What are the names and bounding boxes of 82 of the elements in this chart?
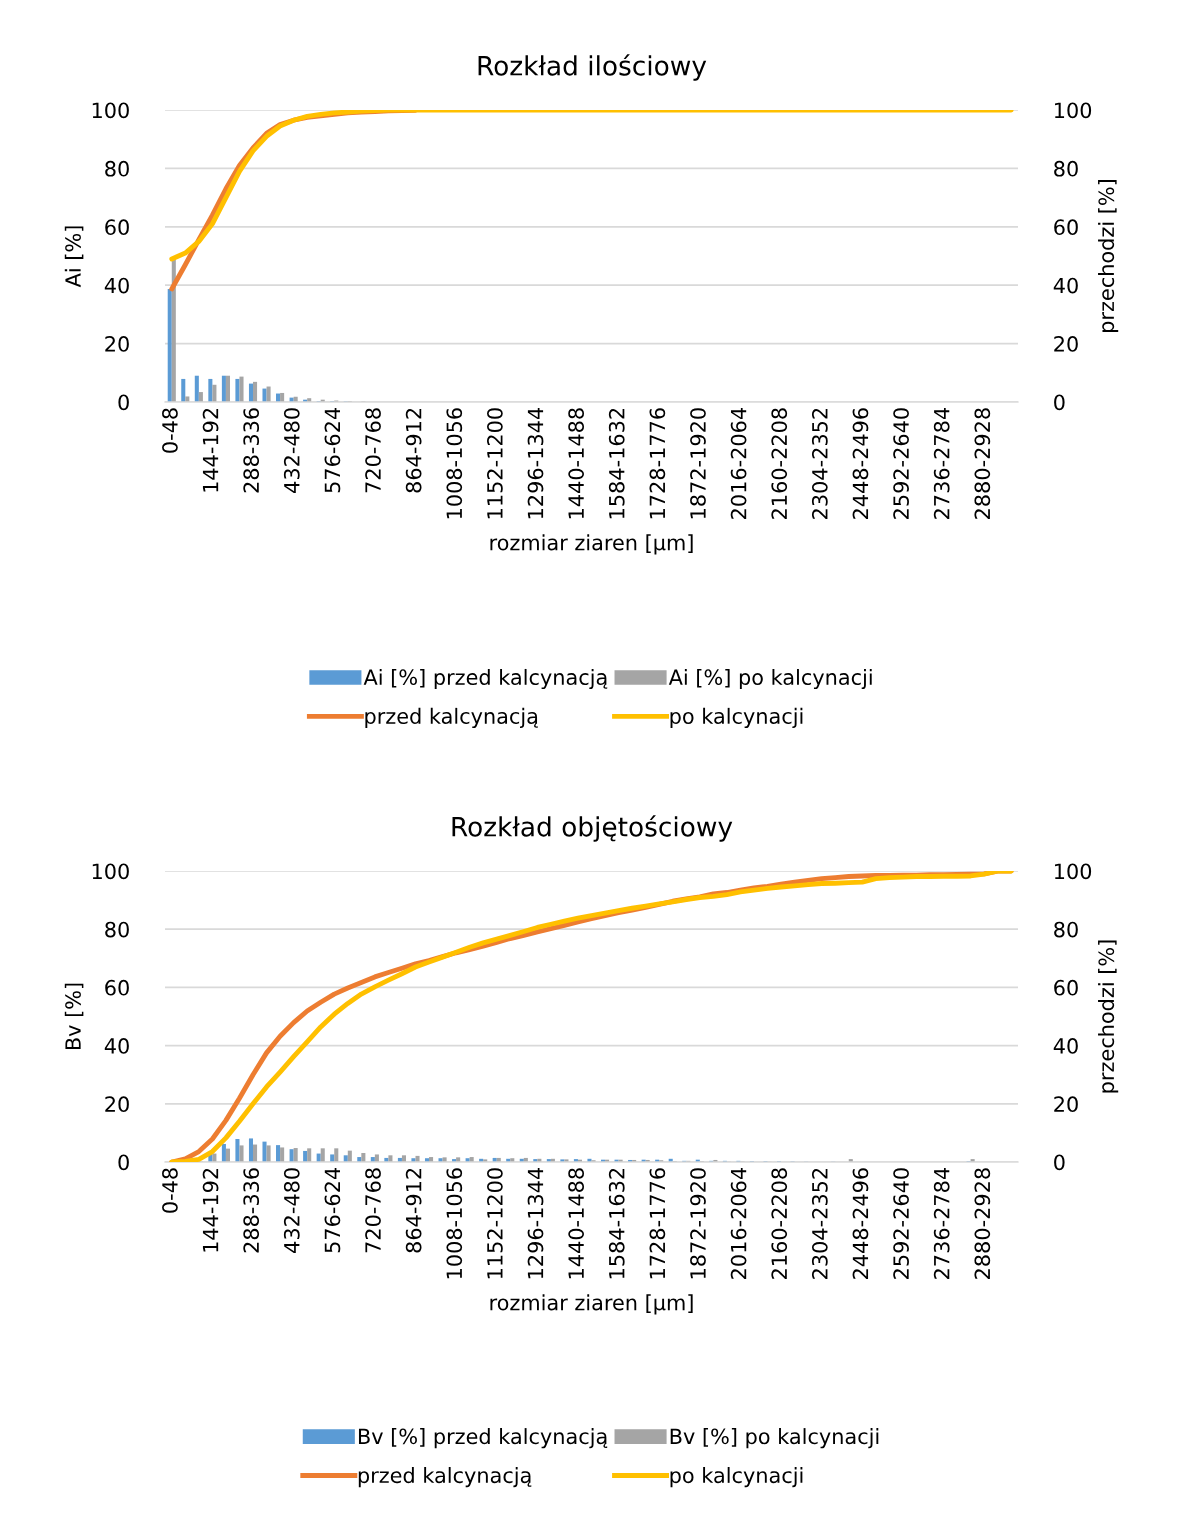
y-tick-label: 40 — [104, 1038, 129, 1054]
legend-label: Ai [%] po kalcynacji — [668, 668, 872, 690]
x-tick-label: 2016-2064 — [730, 1168, 747, 1279]
y-tick-label: 0 — [118, 1154, 129, 1171]
x-tick-label: 2160-2208 — [771, 408, 788, 519]
legend-label: Bv [%] przed kalcynacją — [358, 1428, 608, 1449]
chart-title: Rozkład ilościowy — [478, 54, 707, 81]
legend-label: po kalcynacji — [670, 707, 803, 729]
x-tick-label: 720-768 — [365, 1168, 381, 1253]
y-axis-title: Bv [%] — [64, 983, 84, 1050]
y2-tick-label: 40 — [1053, 1038, 1078, 1054]
x-tick-label: 2592-2640 — [893, 1168, 909, 1279]
x-tick-label: 1872-1920 — [690, 1168, 706, 1279]
x-tick-label: 1152-1200 — [487, 1168, 503, 1279]
x-tick-label: 144-192 — [202, 1168, 219, 1252]
y2-tick-label: 80 — [1054, 160, 1078, 177]
x-tick-label: 2016-2064 — [730, 408, 747, 519]
x-tick-label: 144-192 — [202, 408, 219, 492]
x-tick-label: 1152-1200 — [487, 408, 503, 519]
y2-tick-label: 60 — [1054, 979, 1078, 996]
x-tick-label: 1296-1344 — [527, 1168, 544, 1279]
x-tick-label: 1008-1056 — [446, 1168, 463, 1279]
x-tick-label: 2160-2208 — [771, 1168, 788, 1279]
y-tick-label: 80 — [105, 921, 129, 938]
x-tick-label: 288-336 — [243, 1168, 260, 1253]
x-tick-label: 2736-2784 — [933, 408, 950, 519]
y-tick-label: 60 — [105, 979, 129, 996]
y-tick-label: 80 — [105, 160, 129, 177]
legend-label: Bv [%] po kalcynacji — [670, 1428, 879, 1449]
y-tick-label: 20 — [105, 336, 129, 352]
x-tick-label: 288-336 — [243, 408, 260, 493]
y2-axis-title: przechodzi [%] — [1098, 180, 1119, 332]
x-tick-label: 1296-1344 — [527, 408, 544, 519]
x-tick-label: 1584-1632 — [608, 408, 625, 519]
x-tick-label: 864-912 — [405, 1168, 422, 1253]
y2-tick-label: 100 — [1055, 863, 1092, 880]
x-tick-label: 1008-1056 — [446, 408, 463, 519]
y2-tick-label: 60 — [1054, 219, 1078, 236]
y2-tick-label: 20 — [1054, 336, 1078, 352]
x-tick-label: 1440-1488 — [568, 408, 585, 519]
x-tick-label: 0-48 — [162, 1168, 178, 1213]
y-tick-label: 40 — [104, 277, 129, 294]
y-tick-label: 20 — [105, 1096, 129, 1113]
x-tick-label: 2736-2784 — [933, 1168, 950, 1279]
chart-title: Rozkład objętościowy — [452, 815, 733, 842]
legend-label: przed kalcynacją — [358, 1467, 532, 1488]
x-tick-label: 2880-2928 — [974, 1168, 991, 1279]
x-tick-label: 2448-2496 — [852, 1168, 869, 1279]
y2-tick-label: 40 — [1053, 277, 1078, 294]
x-tick-label: 432-480 — [283, 1168, 300, 1253]
legend-label: przed kalcynacją — [365, 707, 538, 729]
x-tick-label: 1728-1776 — [649, 1168, 666, 1279]
legend-label: Ai [%] przed kalcynacją — [363, 668, 608, 690]
x-tick-label: 2304-2352 — [811, 408, 828, 519]
x-axis-title: rozmiar ziaren [µm] — [490, 1294, 693, 1315]
x-tick-label: 2304-2352 — [811, 1168, 828, 1279]
x-tick-label: 576-624 — [324, 408, 341, 493]
x-tick-label: 1872-1920 — [690, 408, 706, 519]
y2-tick-label: 0 — [1054, 394, 1065, 411]
y2-tick-label: 0 — [1054, 1154, 1065, 1171]
x-tick-label: 864-912 — [405, 408, 422, 493]
y-tick-label: 100 — [92, 102, 129, 119]
y-tick-label: 0 — [118, 394, 129, 411]
y2-axis-title: przechodzi [%] — [1098, 940, 1119, 1093]
legend-label: po kalcynacji — [670, 1467, 803, 1488]
x-tick-label: 1728-1776 — [649, 408, 666, 519]
x-tick-label: 2592-2640 — [893, 408, 909, 519]
y2-tick-label: 80 — [1054, 921, 1078, 938]
x-tick-label: 432-480 — [283, 408, 300, 493]
x-tick-label: 576-624 — [324, 1168, 341, 1253]
x-axis-title: rozmiar ziaren [µm] — [490, 534, 693, 555]
x-tick-label: 2448-2496 — [852, 408, 869, 519]
x-tick-label: 720-768 — [365, 408, 381, 493]
x-tick-label: 2880-2928 — [974, 408, 991, 519]
x-tick-label: 1584-1632 — [608, 1168, 625, 1279]
y-axis-title: Ai [%] — [64, 226, 84, 288]
y2-tick-label: 20 — [1054, 1096, 1078, 1113]
x-tick-label: 0-48 — [162, 408, 178, 453]
y-tick-label: 60 — [105, 219, 129, 236]
y2-tick-label: 100 — [1055, 102, 1092, 119]
y-tick-label: 100 — [92, 863, 129, 880]
x-tick-label: 1440-1488 — [568, 1168, 585, 1279]
